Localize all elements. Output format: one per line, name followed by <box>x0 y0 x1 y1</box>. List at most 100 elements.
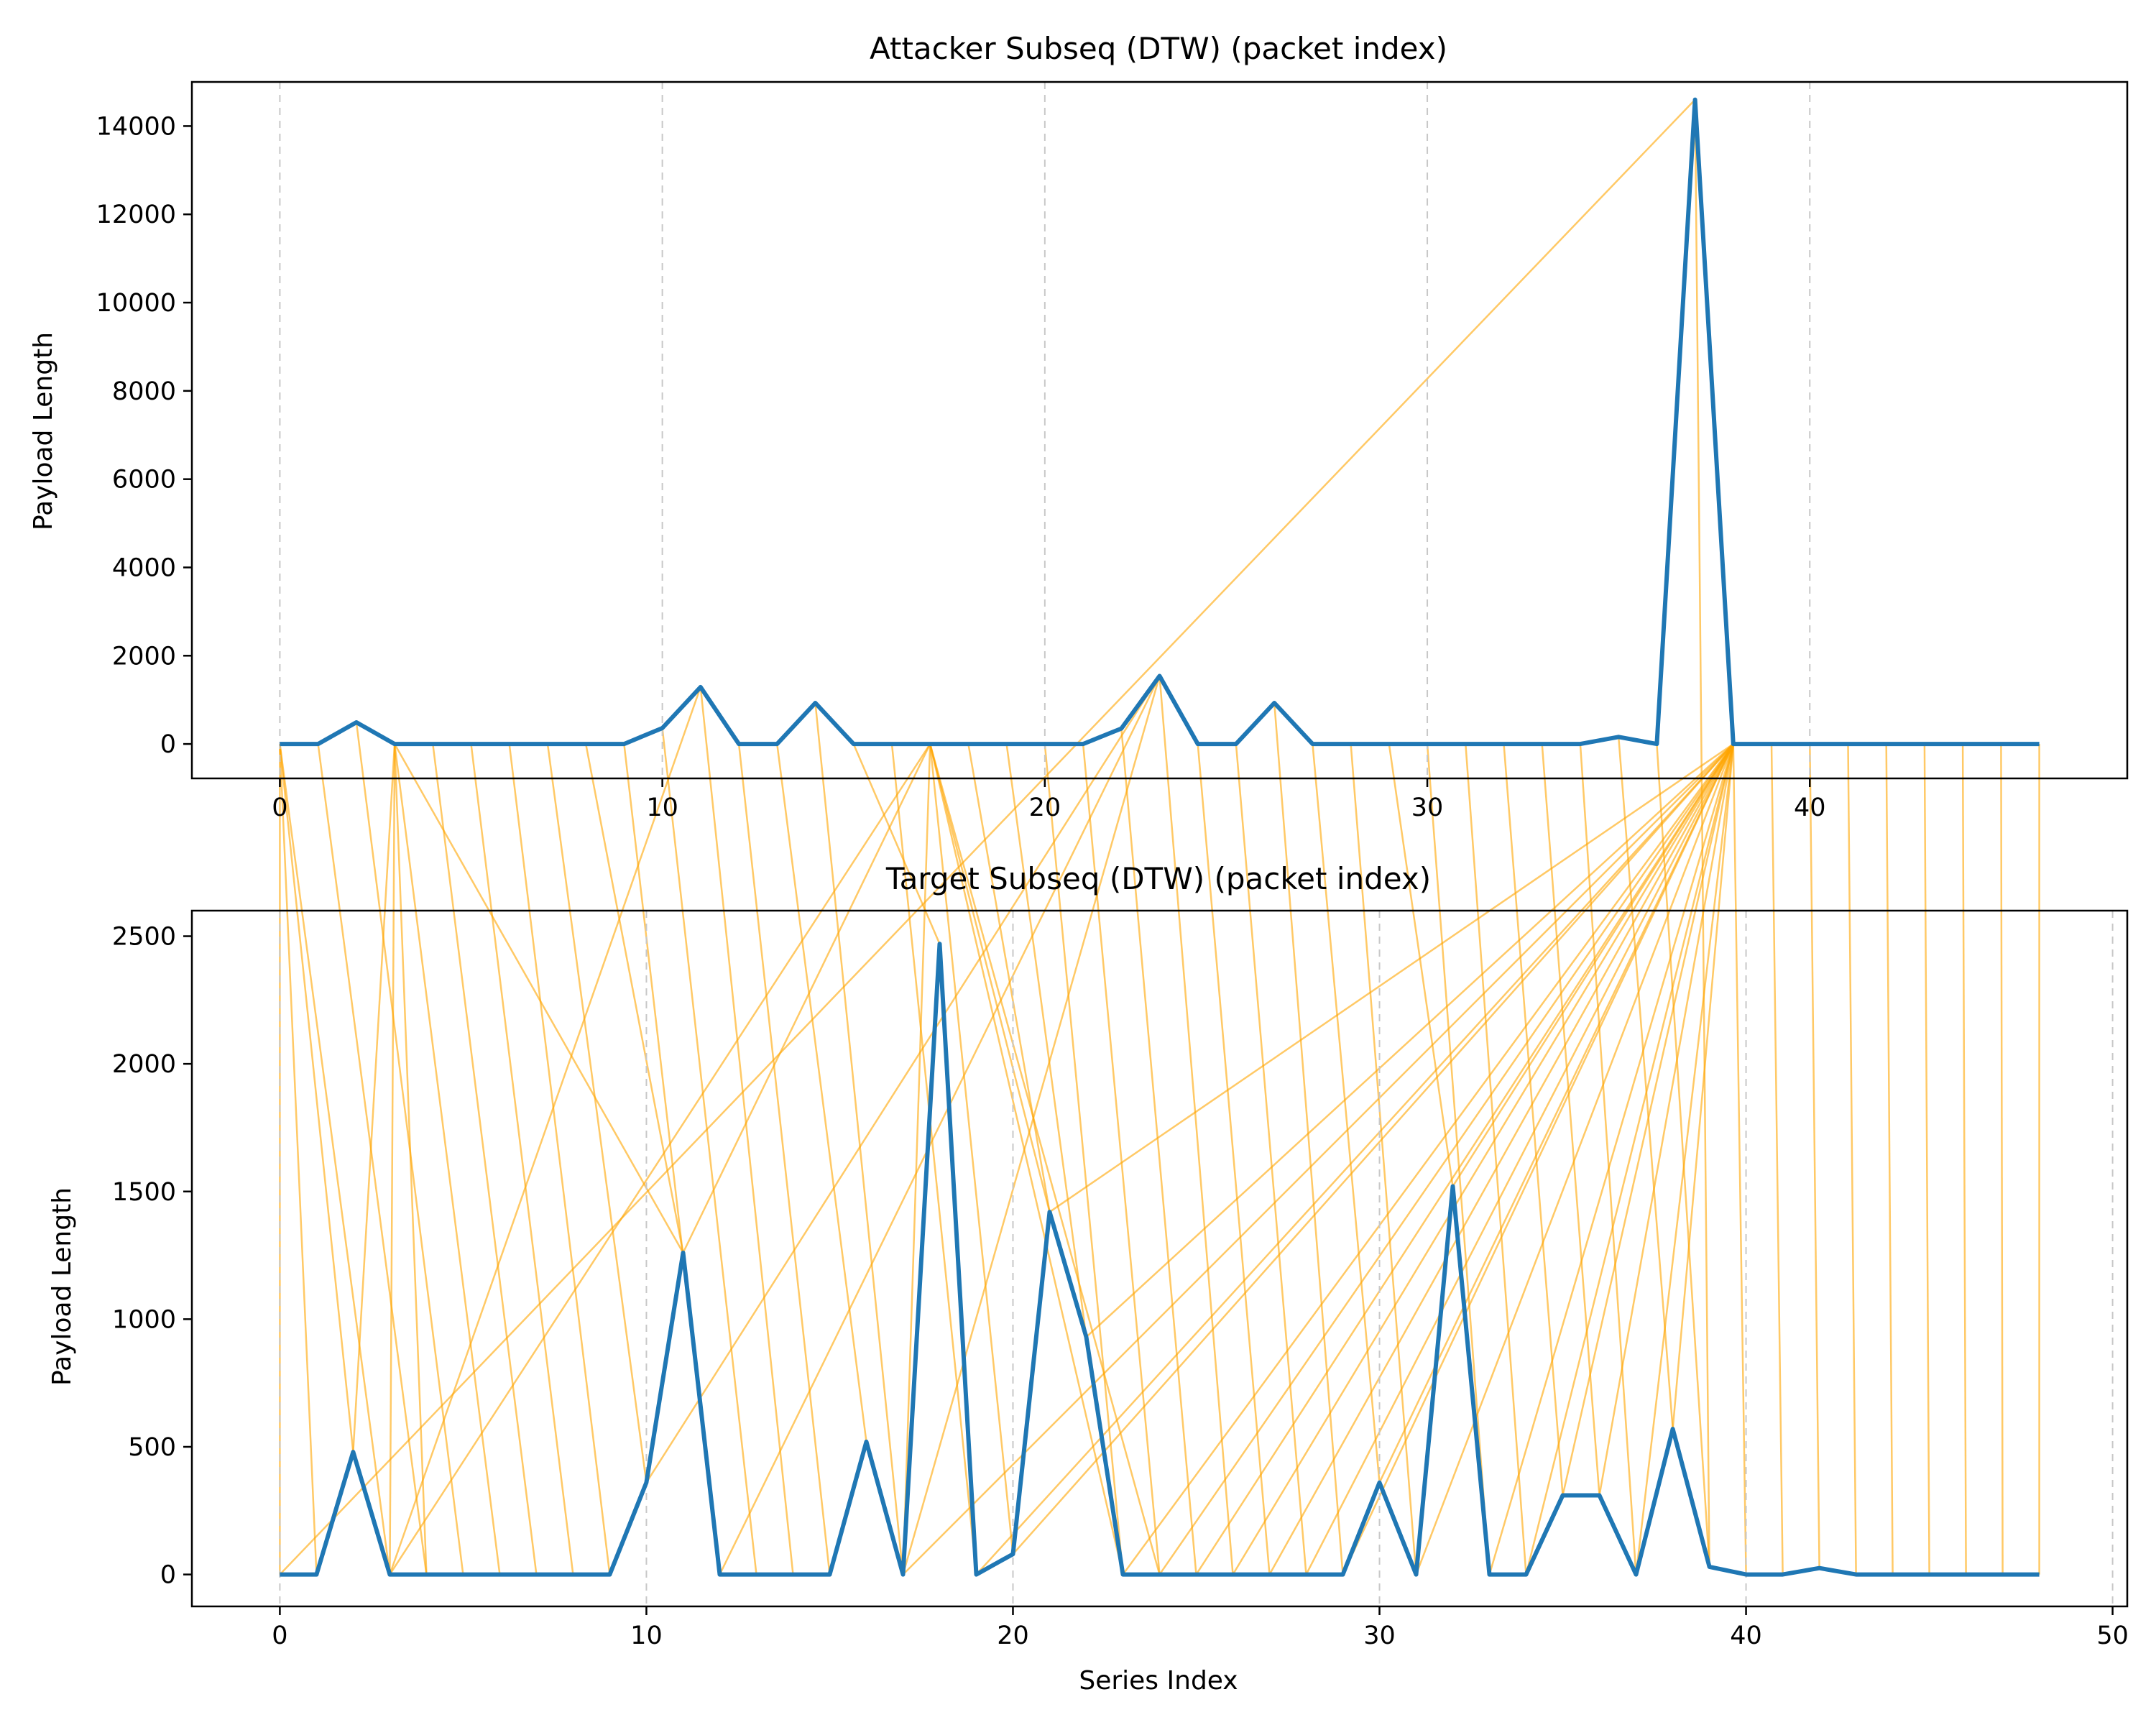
dtw-connector-line <box>394 743 684 1254</box>
dtw-connector-line <box>389 744 396 1575</box>
dtw-connector-line <box>1197 743 1271 1575</box>
target-x-ticks: 0 10 20 30 40 50 <box>272 1606 2129 1650</box>
dtw-connector-line <box>1923 744 1930 1575</box>
dtw-connector-line <box>393 744 428 1575</box>
dtw-connector-line <box>1388 743 1454 1187</box>
dtw-connector-line <box>432 743 538 1575</box>
target-y-tick-label: 0 <box>160 1561 176 1590</box>
dtw-connector-line <box>584 743 684 1254</box>
attacker-x-tick-label: 40 <box>1794 794 1826 822</box>
dtw-connector-line <box>1809 744 1820 1568</box>
dtw-connector-line <box>1235 743 1307 1575</box>
dtw-connector-line <box>1770 744 1784 1575</box>
dtw-connector-line <box>719 675 1161 1576</box>
target-subplot: Target Subseq (DTW) (packet index) Paylo… <box>47 861 2129 1696</box>
dtw-connector-line <box>902 744 931 1575</box>
target-y-tick-label: 1000 <box>112 1305 176 1334</box>
target-plot-frame <box>190 909 2129 1608</box>
dtw-connector-line <box>929 743 1124 1575</box>
dtw-connector-line <box>317 743 428 1575</box>
dtw-connector-line <box>546 743 648 1483</box>
attacker-y-tick-label: 0 <box>160 730 176 759</box>
attacker-y-tick-label: 10000 <box>96 289 176 318</box>
attacker-y-tick-label: 6000 <box>112 466 176 494</box>
dtw-connector-line <box>1503 744 1564 1496</box>
dtw-connector-line <box>1120 728 1197 1575</box>
dtw-connector-line <box>814 702 904 1575</box>
target-y-ticks: 0 500 1000 1500 2000 2500 <box>112 923 192 1590</box>
dtw-connector-line <box>1562 743 1735 1496</box>
dtw-connector-line <box>1426 744 1491 1575</box>
dtw-connector-line <box>902 743 1734 1576</box>
dtw-connector-line <box>1012 743 1734 1555</box>
dtw-connector-line <box>967 743 1051 1213</box>
dtw-connector-line <box>1579 744 1637 1575</box>
target-grid <box>279 911 2114 1606</box>
target-y-tick-label: 2500 <box>112 923 176 952</box>
attacker-y-tick-label: 8000 <box>112 377 176 406</box>
target-x-tick-label: 20 <box>997 1622 1029 1650</box>
dtw-connector-line <box>1672 743 1735 1430</box>
attacker-grid <box>279 82 1811 778</box>
dtw-connector-line <box>2000 744 2004 1575</box>
dtw-connector-line <box>389 743 931 1576</box>
target-series-line <box>280 942 2040 1577</box>
dtw-connector-line <box>1488 743 1734 1575</box>
dtw-connector-line <box>393 743 501 1575</box>
dtw-connector-line <box>1158 743 1734 1576</box>
dtw-connector-line <box>737 743 831 1575</box>
dtw-connector-line <box>890 743 977 1575</box>
attacker-y-tick-label: 2000 <box>112 642 176 671</box>
dtw-connector-line <box>1732 744 1747 1575</box>
dtw-connector-line <box>279 743 391 1575</box>
dtw-connector-line <box>389 686 701 1576</box>
dtw-connector-line <box>1598 743 1735 1496</box>
dtw-connector-line <box>279 98 1696 1576</box>
dtw-connector-line <box>1635 743 1735 1575</box>
target-title: Target Subseq (DTW) (packet index) <box>885 861 1431 896</box>
attacker-x-tick-label: 0 <box>272 794 287 822</box>
dtw-connector-line <box>1085 743 1734 1338</box>
dtw-connector-line <box>279 743 354 1453</box>
dtw-connector-line <box>1617 737 1674 1430</box>
attacker-y-ticks: 0 2000 4000 6000 8000 10000 12000 14000 <box>96 112 192 759</box>
attacker-x-ticks: 0 10 20 30 40 <box>272 778 1826 822</box>
target-x-tick-label: 40 <box>1730 1622 1762 1650</box>
dtw-connector-line <box>1005 743 1087 1338</box>
dtw-connector-line <box>1847 744 1857 1575</box>
dtw-connector-line <box>1273 702 1344 1575</box>
dtw-connector-line <box>1305 743 1734 1576</box>
dtw-connector-line <box>1525 743 1735 1575</box>
dtw-connector-line <box>508 743 611 1575</box>
dtw-connector-line <box>1694 99 1710 1567</box>
attacker-x-tick-label: 30 <box>1411 794 1444 822</box>
target-xlabel: Series Index <box>1079 1666 1238 1696</box>
attacker-series-line <box>280 97 2040 747</box>
dtw-alignment-connectors <box>279 98 2040 1576</box>
dtw-connector-line <box>776 743 867 1443</box>
dtw-connector-line <box>1049 743 1734 1213</box>
dtw-connector-line <box>352 744 396 1453</box>
dtw-connector-line <box>699 686 794 1575</box>
target-y-tick-label: 2000 <box>112 1050 176 1079</box>
dtw-connector-line <box>279 744 318 1575</box>
dtw-connector-line <box>1158 676 1234 1575</box>
dtw-connector-line <box>1082 743 1161 1575</box>
dtw-connector-line <box>470 743 574 1575</box>
dtw-connector-line <box>1268 743 1734 1576</box>
attacker-y-tick-label: 4000 <box>112 553 176 582</box>
dtw-connector-line <box>929 743 1161 1575</box>
target-x-tick-label: 50 <box>2096 1622 2129 1650</box>
attacker-y-tick-label: 12000 <box>96 201 176 229</box>
dtw-connector-line <box>1350 744 1417 1575</box>
target-ylabel: Payload Length <box>47 1187 77 1386</box>
target-x-tick-label: 30 <box>1363 1622 1396 1650</box>
target-x-tick-label: 0 <box>272 1622 287 1650</box>
dtw-connector-line <box>1195 743 1734 1576</box>
attacker-title: Attacker Subseq (DTW) (packet index) <box>870 31 1447 66</box>
attacker-y-tick-label: 14000 <box>96 112 176 141</box>
dtw-connector-line <box>645 675 1161 1484</box>
dtw-connector-line <box>1656 744 1710 1567</box>
attacker-x-tick-label: 10 <box>646 794 678 822</box>
dtw-connector-line <box>1465 744 1527 1575</box>
